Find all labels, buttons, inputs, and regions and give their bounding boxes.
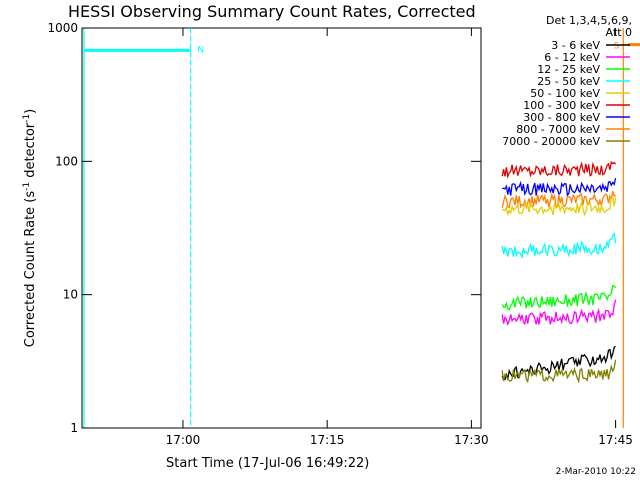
- y-axis-label-end: ): [23, 109, 38, 114]
- legend-label-1: 6 - 12 keV: [544, 51, 600, 64]
- svg-text:Corrected Count Rate (s-1 dete: Corrected Count Rate (s-1 detector-1): [22, 109, 38, 347]
- series-line-7-segment-0: [501, 345, 617, 382]
- y-axis-label: Corrected Count Rate (s-1 detector-1): [22, 109, 38, 347]
- x-tick-label-0: 17:00: [166, 433, 201, 447]
- x-tick-label-2: 17:30: [454, 433, 489, 447]
- series-line-8-segment-0: [501, 359, 617, 384]
- series-line-1-segment-0: [502, 178, 617, 197]
- y-tick-label-0: 1: [70, 421, 78, 435]
- series-line-2-segment-0: [501, 191, 616, 210]
- legend-label-2: 12 - 25 keV: [537, 63, 600, 76]
- chart-title: HESSI Observing Summary Count Rates, Cor…: [68, 2, 476, 21]
- flag-marker-0: N: [197, 46, 204, 56]
- x-axis-label: Start Time (17-Jul-06 16:49:22): [166, 456, 369, 471]
- series-lines: [501, 160, 617, 384]
- event-lines: [83, 28, 624, 428]
- legend-label-8: 7000 - 20000 keV: [502, 135, 600, 148]
- y-axis-label-middle: detector: [23, 122, 38, 182]
- legend-label-3: 25 - 50 keV: [537, 75, 600, 88]
- legend-label-7: 800 - 7000 keV: [516, 123, 600, 136]
- legend-header-line-1: Det 1,3,4,5,6,9,: [546, 14, 632, 27]
- legend-label-6: 300 - 800 keV: [523, 111, 600, 124]
- y-axis-label-superscript-2: -1: [22, 114, 32, 123]
- flag-bars: [83, 43, 640, 52]
- legend-header-line-2: Att 0: [606, 26, 632, 39]
- y-axis-label-superscript-1: -1: [22, 182, 32, 191]
- legend-label-5: 100 - 300 keV: [523, 99, 600, 112]
- series-line-6-segment-0: [501, 299, 617, 327]
- series-line-3-segment-0: [501, 196, 617, 217]
- x-tick-label-3: 17:45: [598, 433, 633, 447]
- series-line-0-segment-0: [501, 160, 617, 179]
- y-tick-label-1: 10: [63, 288, 78, 302]
- series-line-5-segment-0: [501, 284, 617, 311]
- plot-frame: [81, 27, 482, 429]
- legend-label-4: 50 - 100 keV: [530, 87, 600, 100]
- x-tick-label-1: 17:15: [310, 433, 345, 447]
- y-axis-label-main: Corrected Count Rate (s: [23, 191, 38, 348]
- series-line-4-segment-0: [501, 231, 617, 260]
- flag-marker-1: S: [614, 42, 620, 52]
- legend-label-0: 3 - 6 keV: [551, 39, 600, 52]
- y-axis: 1 10 100 1000: [47, 21, 481, 435]
- footer-timestamp: 2-Mar-2010 10:22: [556, 467, 636, 477]
- y-tick-label-2: 100: [55, 154, 78, 168]
- y-tick-label-3: 1000: [47, 21, 78, 35]
